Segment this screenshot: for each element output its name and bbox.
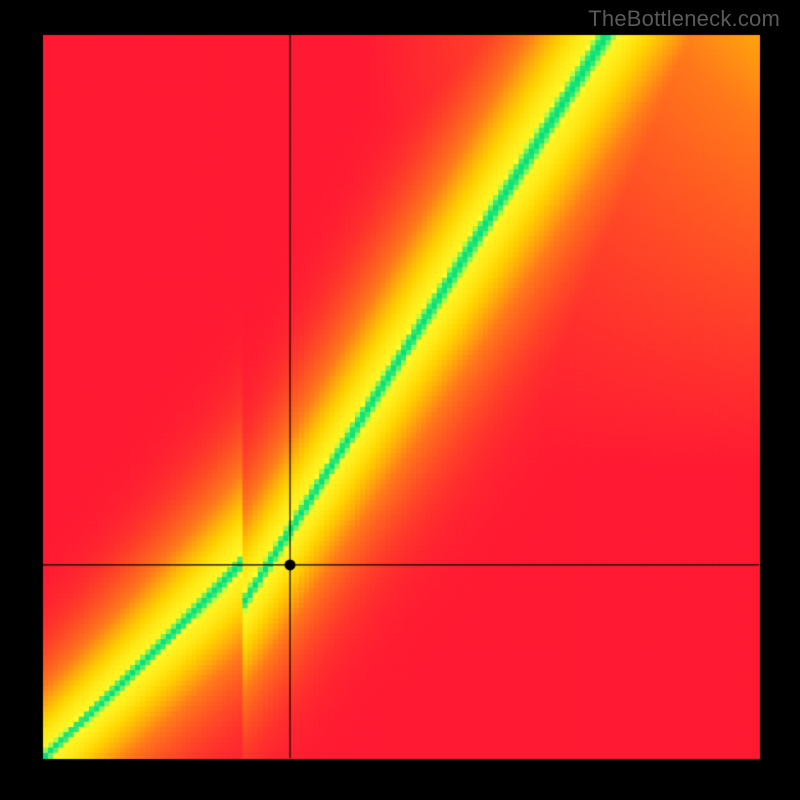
watermark-text: TheBottleneck.com (588, 6, 780, 32)
bottleneck-heatmap (0, 0, 800, 800)
